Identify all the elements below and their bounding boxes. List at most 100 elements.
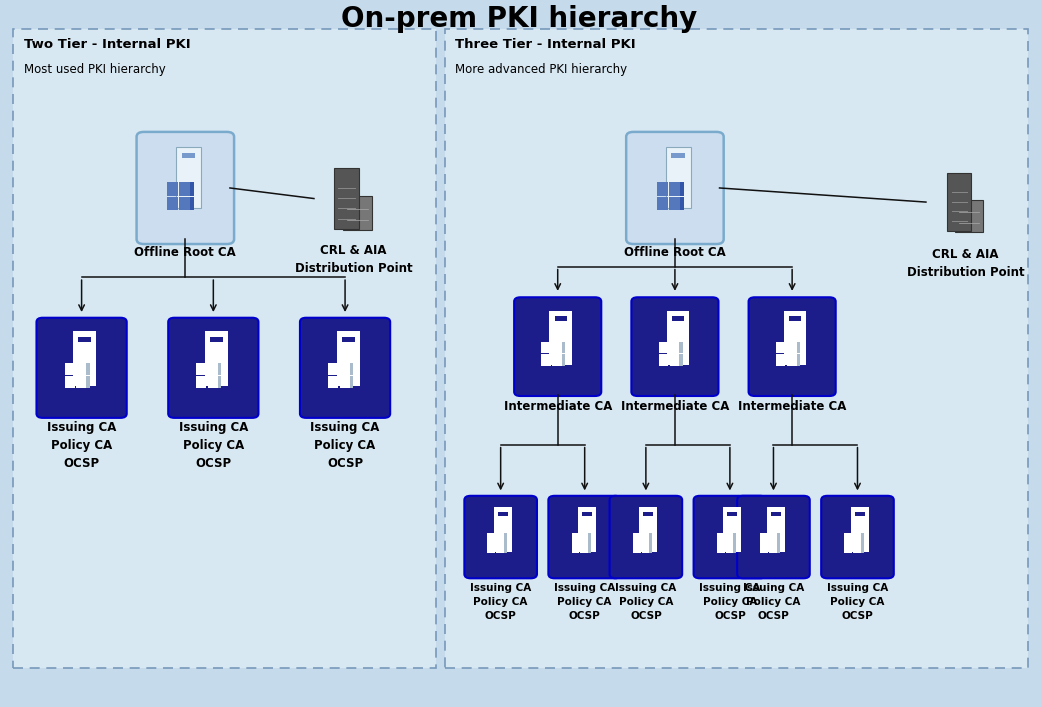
FancyBboxPatch shape	[197, 375, 206, 387]
FancyBboxPatch shape	[787, 354, 796, 366]
FancyBboxPatch shape	[191, 182, 194, 196]
FancyBboxPatch shape	[572, 544, 580, 553]
FancyBboxPatch shape	[555, 316, 567, 322]
FancyBboxPatch shape	[191, 197, 194, 210]
FancyBboxPatch shape	[854, 533, 861, 542]
FancyBboxPatch shape	[760, 533, 768, 542]
FancyBboxPatch shape	[497, 533, 504, 542]
FancyBboxPatch shape	[36, 317, 127, 418]
FancyBboxPatch shape	[541, 341, 551, 354]
FancyBboxPatch shape	[336, 331, 360, 386]
FancyBboxPatch shape	[65, 363, 75, 375]
FancyBboxPatch shape	[562, 341, 565, 354]
FancyBboxPatch shape	[514, 297, 602, 396]
FancyBboxPatch shape	[726, 533, 734, 542]
FancyBboxPatch shape	[680, 354, 683, 366]
FancyBboxPatch shape	[300, 317, 390, 418]
FancyBboxPatch shape	[610, 496, 682, 578]
FancyBboxPatch shape	[498, 512, 508, 516]
FancyBboxPatch shape	[776, 354, 786, 366]
FancyBboxPatch shape	[728, 512, 737, 516]
FancyBboxPatch shape	[581, 544, 588, 553]
Text: CRL & AIA
Distribution Point: CRL & AIA Distribution Point	[295, 245, 412, 276]
FancyBboxPatch shape	[86, 375, 90, 387]
FancyBboxPatch shape	[760, 544, 768, 553]
FancyBboxPatch shape	[633, 533, 640, 542]
FancyBboxPatch shape	[861, 533, 864, 542]
FancyBboxPatch shape	[210, 337, 223, 342]
FancyBboxPatch shape	[671, 153, 685, 158]
FancyBboxPatch shape	[342, 197, 373, 230]
Text: Issuing CA
Policy CA
OCSP: Issuing CA Policy CA OCSP	[743, 583, 804, 621]
FancyBboxPatch shape	[494, 508, 512, 552]
FancyBboxPatch shape	[666, 310, 689, 365]
FancyBboxPatch shape	[947, 173, 971, 231]
FancyBboxPatch shape	[669, 341, 680, 354]
FancyBboxPatch shape	[631, 297, 718, 396]
FancyBboxPatch shape	[627, 132, 723, 244]
FancyBboxPatch shape	[633, 544, 640, 553]
FancyBboxPatch shape	[218, 375, 222, 387]
FancyBboxPatch shape	[680, 341, 683, 354]
Text: On-prem PKI hierarchy: On-prem PKI hierarchy	[341, 5, 697, 33]
FancyBboxPatch shape	[487, 544, 496, 553]
FancyBboxPatch shape	[136, 132, 234, 244]
FancyBboxPatch shape	[641, 533, 650, 542]
Text: Issuing CA
Policy CA
OCSP: Issuing CA Policy CA OCSP	[310, 421, 380, 469]
Text: More advanced PKI hierarchy: More advanced PKI hierarchy	[455, 63, 627, 76]
Text: Intermediate CA: Intermediate CA	[620, 399, 729, 412]
FancyBboxPatch shape	[487, 533, 496, 542]
FancyBboxPatch shape	[666, 147, 690, 209]
FancyBboxPatch shape	[643, 512, 654, 516]
FancyBboxPatch shape	[179, 182, 191, 196]
Text: CRL & AIA
Distribution Point: CRL & AIA Distribution Point	[907, 248, 1024, 279]
FancyBboxPatch shape	[776, 341, 786, 354]
FancyBboxPatch shape	[787, 341, 796, 354]
FancyBboxPatch shape	[737, 496, 810, 578]
FancyBboxPatch shape	[65, 375, 75, 387]
FancyBboxPatch shape	[182, 153, 196, 158]
Text: Intermediate CA: Intermediate CA	[504, 399, 612, 412]
Text: Offline Root CA: Offline Root CA	[134, 246, 236, 259]
FancyBboxPatch shape	[659, 341, 668, 354]
FancyBboxPatch shape	[588, 544, 591, 553]
FancyBboxPatch shape	[657, 197, 667, 210]
FancyBboxPatch shape	[726, 544, 734, 553]
FancyBboxPatch shape	[562, 354, 565, 366]
FancyBboxPatch shape	[767, 508, 785, 552]
FancyBboxPatch shape	[350, 375, 353, 387]
FancyBboxPatch shape	[769, 533, 777, 542]
Text: Offline Root CA: Offline Root CA	[624, 246, 726, 259]
FancyBboxPatch shape	[789, 316, 802, 322]
FancyBboxPatch shape	[854, 544, 861, 553]
FancyBboxPatch shape	[504, 533, 507, 542]
FancyBboxPatch shape	[76, 363, 86, 375]
Text: Issuing CA
Policy CA
OCSP: Issuing CA Policy CA OCSP	[471, 583, 531, 621]
FancyBboxPatch shape	[716, 544, 725, 553]
Text: Intermediate CA: Intermediate CA	[738, 399, 846, 412]
Text: Issuing CA
Policy CA
OCSP: Issuing CA Policy CA OCSP	[554, 583, 615, 621]
FancyBboxPatch shape	[572, 533, 580, 542]
FancyBboxPatch shape	[197, 363, 206, 375]
FancyBboxPatch shape	[168, 197, 178, 210]
FancyBboxPatch shape	[445, 29, 1027, 667]
FancyBboxPatch shape	[504, 544, 507, 553]
FancyBboxPatch shape	[777, 533, 780, 542]
FancyBboxPatch shape	[588, 533, 591, 542]
FancyBboxPatch shape	[669, 354, 680, 366]
FancyBboxPatch shape	[14, 29, 436, 667]
FancyBboxPatch shape	[208, 363, 218, 375]
FancyBboxPatch shape	[659, 354, 668, 366]
FancyBboxPatch shape	[771, 512, 781, 516]
FancyBboxPatch shape	[339, 363, 350, 375]
FancyBboxPatch shape	[208, 375, 218, 387]
FancyBboxPatch shape	[205, 331, 228, 386]
FancyBboxPatch shape	[581, 533, 588, 542]
FancyBboxPatch shape	[86, 363, 90, 375]
FancyBboxPatch shape	[734, 533, 736, 542]
FancyBboxPatch shape	[549, 496, 621, 578]
FancyBboxPatch shape	[578, 508, 596, 552]
FancyBboxPatch shape	[582, 512, 592, 516]
FancyBboxPatch shape	[657, 182, 667, 196]
Text: Three Tier - Internal PKI: Three Tier - Internal PKI	[455, 37, 636, 51]
